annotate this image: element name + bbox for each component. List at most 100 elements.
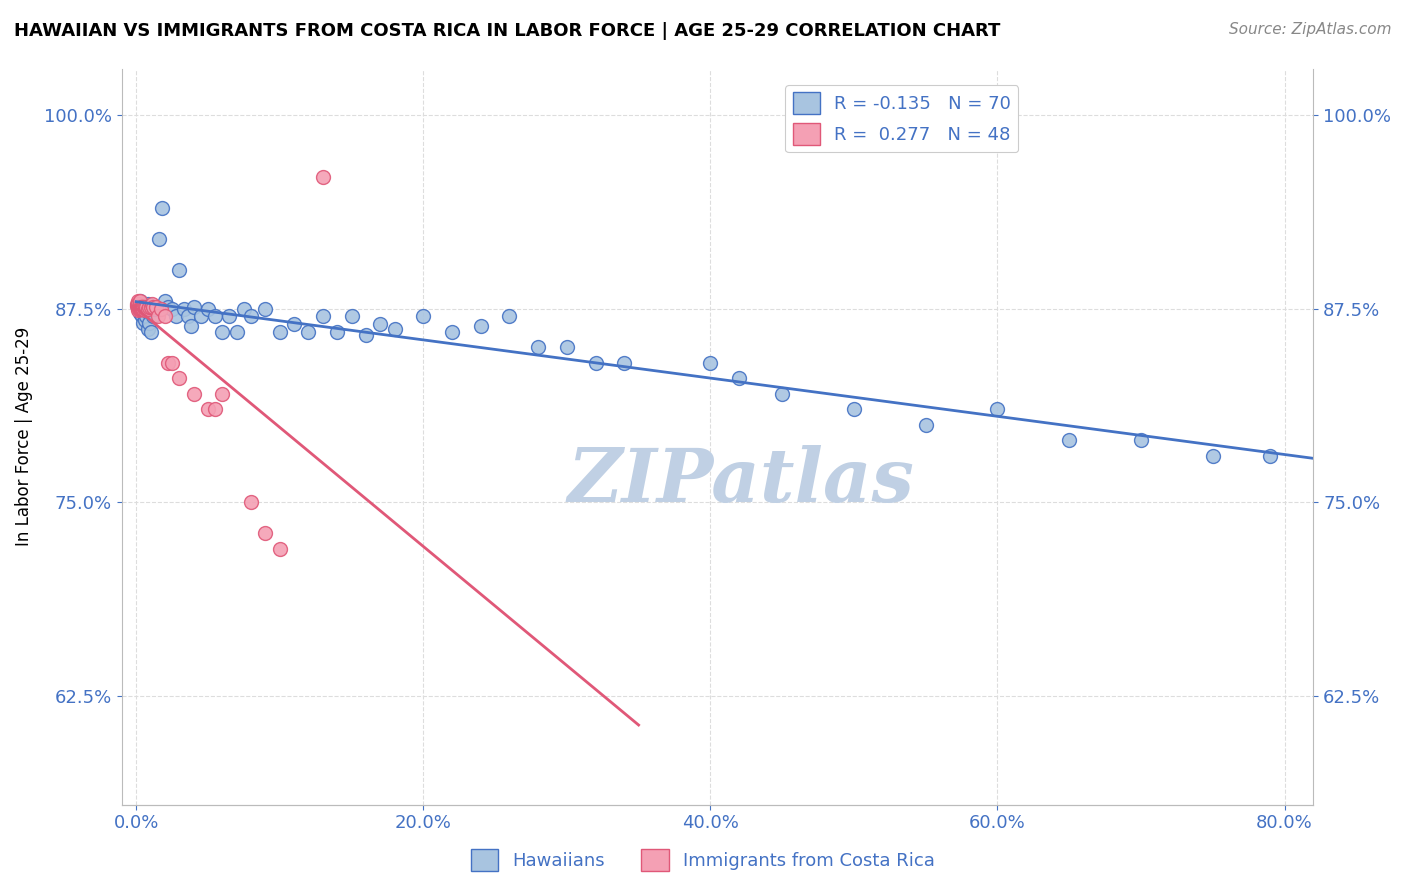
Point xyxy=(138,306,160,320)
Point xyxy=(232,301,254,316)
Point xyxy=(134,303,156,318)
Point xyxy=(131,300,153,314)
Point xyxy=(283,317,305,331)
Point xyxy=(132,316,155,330)
Point xyxy=(412,310,434,324)
Point xyxy=(312,310,335,324)
Point xyxy=(156,300,179,314)
Point xyxy=(132,301,155,316)
Point xyxy=(269,325,291,339)
Point xyxy=(129,306,152,320)
Point xyxy=(728,371,751,385)
Point xyxy=(204,402,226,417)
Point xyxy=(211,387,233,401)
Point xyxy=(129,301,152,316)
Point xyxy=(326,325,349,339)
Point xyxy=(143,301,166,316)
Point xyxy=(131,301,153,316)
Point xyxy=(150,201,173,215)
Point xyxy=(914,417,936,432)
Point xyxy=(141,297,163,311)
Point xyxy=(139,303,162,318)
Point xyxy=(136,301,159,316)
Point xyxy=(127,303,149,318)
Point xyxy=(1258,449,1281,463)
Point xyxy=(218,310,240,324)
Point xyxy=(153,310,176,324)
Point xyxy=(160,356,183,370)
Point xyxy=(440,325,463,339)
Point xyxy=(160,301,183,316)
Point xyxy=(128,300,150,314)
Point xyxy=(138,316,160,330)
Point xyxy=(127,300,149,314)
Point xyxy=(127,297,149,311)
Point xyxy=(197,301,219,316)
Point xyxy=(527,341,550,355)
Point xyxy=(613,356,636,370)
Point xyxy=(153,293,176,308)
Point xyxy=(131,301,153,316)
Point xyxy=(173,301,195,316)
Point xyxy=(165,310,187,324)
Legend: R = -0.135   N = 70, R =  0.277   N = 48: R = -0.135 N = 70, R = 0.277 N = 48 xyxy=(786,85,1018,153)
Point xyxy=(225,325,247,339)
Point xyxy=(127,300,149,314)
Point xyxy=(142,300,165,314)
Point xyxy=(354,328,377,343)
Point xyxy=(1202,449,1225,463)
Point xyxy=(204,310,226,324)
Point xyxy=(1057,434,1080,448)
Point xyxy=(183,300,205,314)
Point xyxy=(211,325,233,339)
Point xyxy=(129,301,152,316)
Point xyxy=(240,495,263,509)
Point xyxy=(127,297,149,311)
Point xyxy=(384,322,406,336)
Point xyxy=(128,300,150,314)
Point xyxy=(134,312,156,326)
Point xyxy=(125,299,148,313)
Point xyxy=(1130,434,1153,448)
Point xyxy=(134,300,156,314)
Point xyxy=(136,297,159,311)
Point xyxy=(134,303,156,318)
Point xyxy=(136,322,159,336)
Point xyxy=(145,300,167,314)
Point xyxy=(699,356,721,370)
Legend: Hawaiians, Immigrants from Costa Rica: Hawaiians, Immigrants from Costa Rica xyxy=(464,842,942,879)
Point xyxy=(183,387,205,401)
Point xyxy=(128,303,150,318)
Y-axis label: In Labor Force | Age 25-29: In Labor Force | Age 25-29 xyxy=(15,327,32,546)
Point xyxy=(128,301,150,316)
Text: Source: ZipAtlas.com: Source: ZipAtlas.com xyxy=(1229,22,1392,37)
Point xyxy=(146,310,169,324)
Point xyxy=(555,341,578,355)
Point xyxy=(986,402,1008,417)
Point xyxy=(177,310,200,324)
Point xyxy=(132,300,155,314)
Point xyxy=(190,310,212,324)
Point xyxy=(127,293,149,308)
Point xyxy=(135,300,157,314)
Point xyxy=(129,293,152,308)
Point xyxy=(135,310,157,324)
Point xyxy=(139,300,162,314)
Point xyxy=(132,297,155,311)
Point xyxy=(156,356,179,370)
Point xyxy=(128,300,150,314)
Point xyxy=(141,300,163,314)
Point xyxy=(197,402,219,417)
Point xyxy=(129,300,152,314)
Point xyxy=(127,297,149,311)
Point xyxy=(470,318,492,333)
Point xyxy=(139,325,162,339)
Point xyxy=(340,310,363,324)
Point xyxy=(142,310,165,324)
Point xyxy=(269,541,291,556)
Point xyxy=(254,301,277,316)
Point xyxy=(297,325,319,339)
Point xyxy=(129,293,152,308)
Point xyxy=(138,300,160,314)
Point xyxy=(585,356,607,370)
